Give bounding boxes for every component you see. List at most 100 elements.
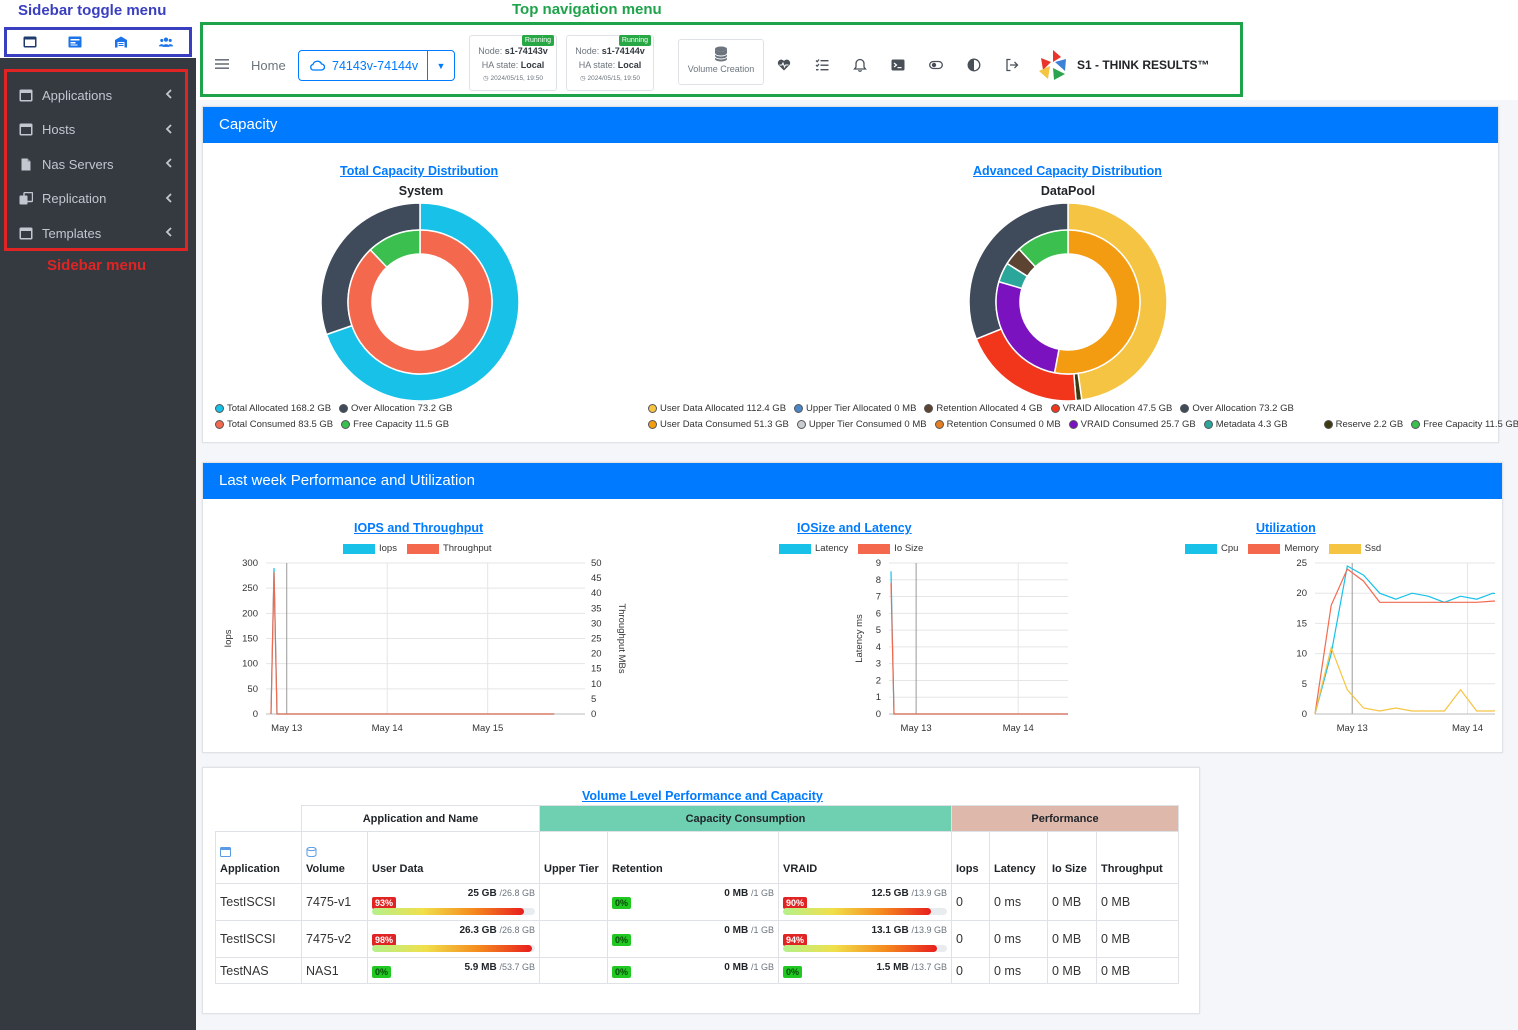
legend-item[interactable]: Throughput — [406, 543, 492, 554]
used-value: 0 MB — [724, 925, 749, 936]
percent-badge: 0% — [783, 965, 803, 978]
checklist-icon[interactable] — [815, 58, 829, 72]
table-row[interactable]: TestNAS NAS1 0% 5.9 MB /53.7 GB 0% 0 MB … — [215, 957, 1179, 984]
sidebar-item-templates[interactable]: Templates — [7, 216, 185, 251]
legend-item[interactable]: Memory — [1248, 543, 1319, 554]
terminal-icon[interactable] — [891, 58, 905, 72]
bell-icon[interactable] — [853, 58, 867, 72]
legend-label: Iops — [379, 543, 397, 554]
users-icon[interactable] — [159, 36, 174, 48]
legend-item[interactable]: Free Capacity 11.5 GB — [1411, 419, 1518, 430]
cluster-select[interactable]: 74143v-74144v ▼ — [298, 50, 455, 81]
legend-swatch — [858, 543, 891, 554]
node-card-1[interactable]: Running Node: s1-74143v HA state: Local … — [469, 35, 557, 91]
used-value: 0 MB — [724, 888, 749, 899]
home-link[interactable]: Home — [251, 58, 286, 73]
legend-item[interactable]: Retention Consumed 0 MB — [934, 419, 1061, 430]
legend-item[interactable]: Upper Tier Allocated 0 MB — [794, 403, 916, 414]
sidebar-item-nas-servers[interactable]: Nas Servers — [7, 147, 185, 182]
table-row[interactable]: TestISCSI 7475-v2 98% 26.3 GB /26.8 GB 0… — [215, 920, 1179, 958]
heartbeat-icon[interactable] — [777, 58, 791, 72]
series-line — [270, 567, 555, 715]
used-value: 5.9 MB — [464, 962, 497, 973]
col-upper-tier[interactable]: Upper Tier — [539, 831, 608, 884]
group-header-capacity: Capacity Consumption — [539, 805, 952, 832]
legend-item[interactable]: Cpu — [1185, 543, 1238, 554]
legend-item[interactable]: Total Consumed 83.5 GB — [215, 419, 333, 430]
node-timestamp: ◷ 2024/05/15, 19:50 — [483, 75, 543, 82]
legend-item[interactable]: Over Allocation 73.2 GB — [1180, 403, 1294, 414]
total-value: /26.8 GB — [499, 925, 535, 935]
x-tick-label: May 15 — [472, 723, 503, 734]
sidebar-item-applications[interactable]: Applications — [7, 78, 185, 113]
col-vraid[interactable]: VRAID — [778, 831, 952, 884]
logout-icon[interactable] — [1005, 58, 1019, 72]
legend-item[interactable]: Io Size — [858, 543, 923, 554]
table-row[interactable]: TestISCSI 7475-v1 93% 25 GB /26.8 GB 0% … — [215, 883, 1179, 921]
util-chart-title[interactable]: Utilization — [1256, 521, 1316, 535]
sidebar-item-label: Templates — [42, 225, 102, 241]
table-corner — [215, 805, 302, 832]
brand[interactable]: S1 - THINK RESULTS™ — [1035, 47, 1209, 83]
iops-chart-title[interactable]: IOPS and Throughput — [354, 521, 484, 535]
io-chart-title[interactable]: IOSize and Latency — [797, 521, 912, 535]
legend-item[interactable]: Ssd — [1328, 543, 1381, 554]
legend-item[interactable]: Total Allocated 168.2 GB — [215, 403, 331, 414]
volume-creation-button[interactable]: Volume Creation — [678, 39, 764, 85]
legend-item[interactable]: Retention Allocated 4 GB — [924, 403, 1043, 414]
toggle-icon[interactable] — [929, 58, 943, 72]
y-tick-label: 1 — [876, 692, 881, 703]
col-retention[interactable]: Retention — [607, 831, 779, 884]
total-capacity-subtitle: System — [398, 184, 444, 198]
legend-item[interactable]: Upper Tier Consumed 0 MB — [796, 419, 927, 430]
legend-item[interactable]: User Data Consumed 51.3 GB — [648, 419, 789, 430]
series-line — [1314, 568, 1495, 715]
legend-label: Retention Consumed 0 MB — [946, 419, 1061, 430]
col-iops[interactable]: Iops — [951, 831, 990, 884]
brand-logo — [1039, 50, 1066, 80]
col-latency[interactable]: Latency — [989, 831, 1048, 884]
warehouse-icon[interactable] — [114, 36, 128, 48]
sidebar-toggle-menu — [4, 27, 192, 57]
total-capacity-title[interactable]: Total Capacity Distribution — [340, 164, 499, 178]
y-tick-label: 6 — [876, 608, 881, 619]
contrast-icon[interactable] — [967, 58, 981, 72]
col-volume[interactable]: Volume — [301, 831, 368, 884]
col-user-data[interactable]: User Data — [367, 831, 540, 884]
col-application[interactable]: Application — [215, 831, 302, 884]
node-card-2[interactable]: Running Node: s1-74144v HA state: Local … — [566, 35, 654, 91]
cluster-select-value[interactable]: 74143v-74144v — [299, 51, 428, 80]
cell-vraid: 0% 1.5 MB /13.7 GB — [778, 957, 952, 984]
caret-down-icon[interactable]: ▼ — [436, 60, 446, 71]
legend-item[interactable]: Iops — [343, 543, 397, 554]
hamburger-icon[interactable] — [215, 58, 229, 70]
legend-dot — [794, 404, 804, 413]
volume-table-title[interactable]: Volume Level Performance and Capacity — [582, 789, 823, 803]
brand-text: S1 - THINK RESULTS™ — [1077, 58, 1210, 72]
y-tick-label: 250 — [242, 583, 258, 594]
legend-dot — [1050, 404, 1060, 413]
legend-item[interactable]: VRAID Allocation 47.5 GB — [1050, 403, 1172, 414]
y-tick-label: 5 — [1302, 679, 1307, 690]
legend-item[interactable]: User Data Allocated 112.4 GB — [648, 403, 786, 414]
col-throughput[interactable]: Throughput — [1096, 831, 1179, 884]
col-io-size[interactable]: Io Size — [1047, 831, 1097, 884]
usage-gauge-fill — [783, 908, 931, 915]
cell-vraid: 90% 12.5 GB /13.9 GB — [778, 883, 952, 921]
legend-item[interactable]: Metadata 4.3 GB — [1203, 419, 1288, 430]
advanced-capacity-title[interactable]: Advanced Capacity Distribution — [973, 164, 1162, 178]
legend-dot — [1180, 404, 1190, 413]
y-tick-label: 50 — [247, 684, 258, 695]
legend-item[interactable]: Free Capacity 11.5 GB — [341, 419, 449, 430]
file-icon — [21, 158, 31, 171]
sidebar-item-replication[interactable]: Replication — [7, 182, 185, 217]
legend-item[interactable]: Latency — [779, 543, 848, 554]
window-icon[interactable] — [23, 36, 37, 48]
dashboard-icon[interactable] — [68, 36, 82, 48]
legend-item[interactable]: Over Allocation 73.2 GB — [339, 403, 452, 414]
y-tick-label: 25 — [1296, 558, 1307, 569]
legend-item[interactable]: VRAID Consumed 25.7 GB — [1068, 419, 1196, 430]
legend-item[interactable]: Reserve 2.2 GB — [1323, 419, 1403, 430]
sidebar-item-hosts[interactable]: Hosts — [7, 113, 185, 148]
